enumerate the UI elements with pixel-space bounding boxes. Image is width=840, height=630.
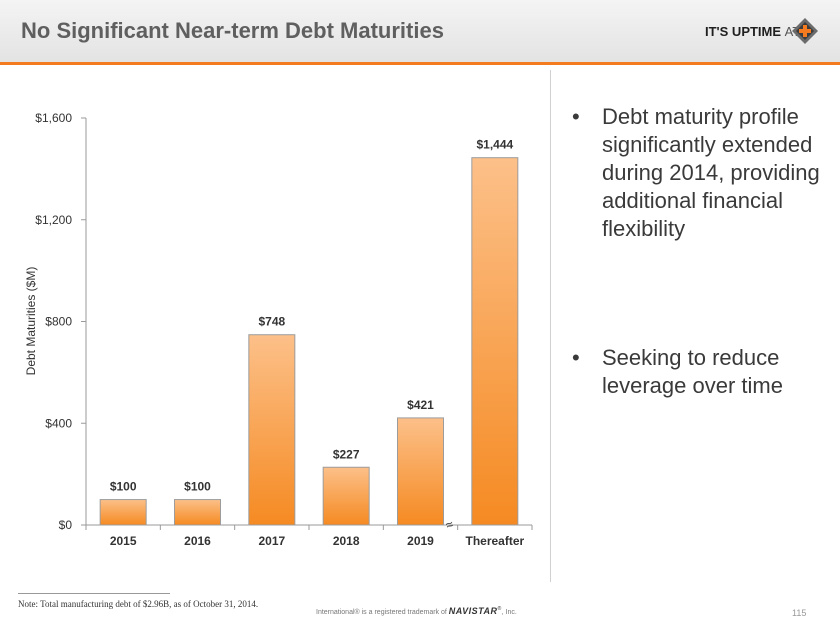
header-accent-line — [0, 62, 840, 65]
y-tick-label: $1,200 — [35, 213, 72, 227]
bar — [248, 334, 296, 526]
trademark-notice: International® is a registered trademark… — [316, 606, 517, 616]
navistar-logo: NAVISTAR® — [449, 606, 502, 616]
international-diamond-logo-icon — [792, 18, 818, 44]
y-tick-label: $800 — [45, 315, 72, 329]
x-tick-label: Thereafter — [465, 534, 524, 548]
page-title: No Significant Near-term Debt Maturities — [21, 18, 444, 43]
logo-text-main: IT'S UPTIME — [705, 24, 782, 39]
bar-value-label: $100 — [110, 480, 137, 494]
x-tick-label: 2018 — [333, 534, 360, 548]
bar-value-label: $227 — [333, 447, 360, 461]
footnote: Note: Total manufacturing debt of $2.96B… — [18, 599, 259, 609]
bullet-marker: • — [572, 345, 580, 370]
navistar-brand: NAVISTAR — [448, 606, 498, 616]
uptime-logo-text: IT'S UPTIME AT — [705, 24, 800, 39]
bar-value-label: $748 — [258, 315, 285, 329]
bullet-text: Debt maturity profile significantly exte… — [602, 104, 820, 241]
bullet-marker: • — [572, 104, 580, 129]
axis-break-icon: ≈ — [444, 516, 456, 533]
y-tick-label: $0 — [59, 518, 73, 532]
y-tick-label: $400 — [45, 416, 72, 430]
bar-value-label: $1,444 — [476, 138, 513, 152]
bar — [397, 417, 444, 526]
header-bar — [0, 0, 840, 62]
x-tick-label: 2019 — [407, 534, 434, 548]
bar — [174, 499, 221, 526]
column-divider — [550, 70, 551, 582]
bullet-item: • Seeking to reduce leverage over time — [572, 344, 832, 400]
bullet-item: • Debt maturity profile significantly ex… — [572, 103, 832, 243]
y-tick-label: $1,600 — [35, 111, 72, 125]
trademark-suffix: , Inc. — [501, 609, 517, 616]
footnote-rule — [18, 593, 170, 594]
page-number: 115 — [792, 608, 807, 618]
x-tick-label: 2015 — [110, 534, 137, 548]
bar-value-label: $421 — [407, 398, 434, 412]
bullet-text: Seeking to reduce leverage over time — [602, 345, 783, 398]
bar — [471, 157, 519, 526]
x-tick-label: 2016 — [184, 534, 211, 548]
trademark-prefix: International® is a registered trademark… — [316, 609, 449, 616]
bar — [99, 499, 147, 526]
y-axis-title: Debt Maturities ($M) — [24, 267, 38, 376]
debt-maturity-chart: Debt Maturities ($M) $0 $400 $800 $1,200 $1,… — [24, 111, 533, 548]
bar-value-label: $100 — [184, 480, 211, 494]
x-tick-label: 2017 — [258, 534, 285, 548]
navistar-reg: ® — [497, 606, 502, 612]
bar — [322, 466, 370, 526]
